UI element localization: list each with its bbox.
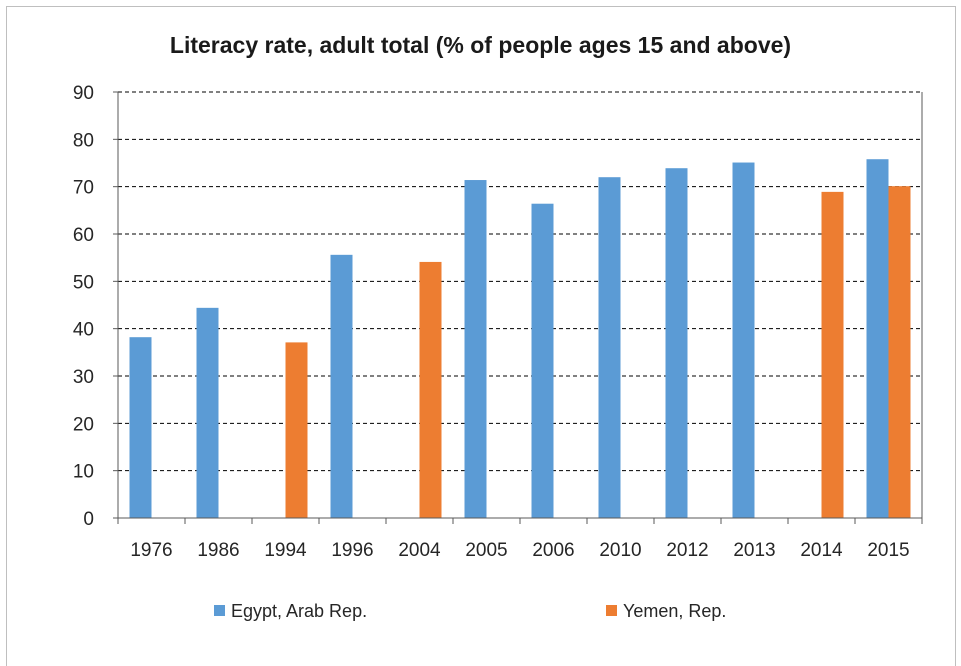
x-tick-label: 2015 [867,540,909,561]
chart-title: Literacy rate, adult total (% of people … [169,32,792,58]
x-tick-label: 2012 [666,540,708,561]
y-tick-label: 0 [83,509,94,530]
x-tick-label: 1986 [197,540,239,561]
y-tick-label: 40 [73,320,94,341]
bar-egypt [464,180,487,519]
y-tick-label: 70 [73,178,94,199]
bars [129,159,911,519]
bar-egypt [330,254,353,518]
bar-yemen [821,191,844,518]
x-tick-label: 2006 [532,540,574,561]
bar-egypt [732,162,755,518]
y-tick-label: 90 [73,83,94,104]
x-tick-label: 1994 [264,540,307,561]
x-tick-label: 2014 [800,540,843,561]
bar-egypt [598,177,621,518]
bar-egypt [196,307,219,518]
x-tick-label: 2004 [398,540,441,561]
x-tick-label: 1996 [331,540,373,561]
y-tick-label: 80 [73,130,94,151]
x-tick-label: 1976 [130,540,172,561]
bar-yemen [285,342,308,518]
legend-swatch [214,605,225,616]
legend-label: Egypt, Arab Rep. [231,601,367,621]
y-tick-labels: 0 10 20 30 40 50 60 70 80 90 [73,83,94,530]
legend-swatch [606,605,617,616]
axes [113,91,923,524]
bar-egypt [129,337,152,518]
y-tick-label: 30 [73,367,94,388]
y-tick-label: 10 [73,462,94,483]
bar-yemen [419,261,442,518]
bar-egypt [866,159,889,519]
y-tick-label: 20 [73,414,94,435]
legend-label: Yemen, Rep. [623,601,726,621]
x-tick-label: 2013 [733,540,775,561]
y-tick-label: 50 [73,272,94,293]
bar-egypt [665,168,688,518]
x-tick-labels: 1976 1986 1994 1996 2004 2005 2006 2010 2012 2013… [130,540,909,561]
bar-egypt [531,203,554,518]
x-tick-label: 2010 [599,540,641,561]
legend: Egypt, Arab Rep. Yemen, Rep. [214,601,726,621]
bar-yemen [888,186,911,518]
y-tick-label: 60 [73,225,94,246]
grid-lines [118,91,922,472]
chart-frame [6,6,956,666]
x-tick-label: 2005 [465,540,507,561]
